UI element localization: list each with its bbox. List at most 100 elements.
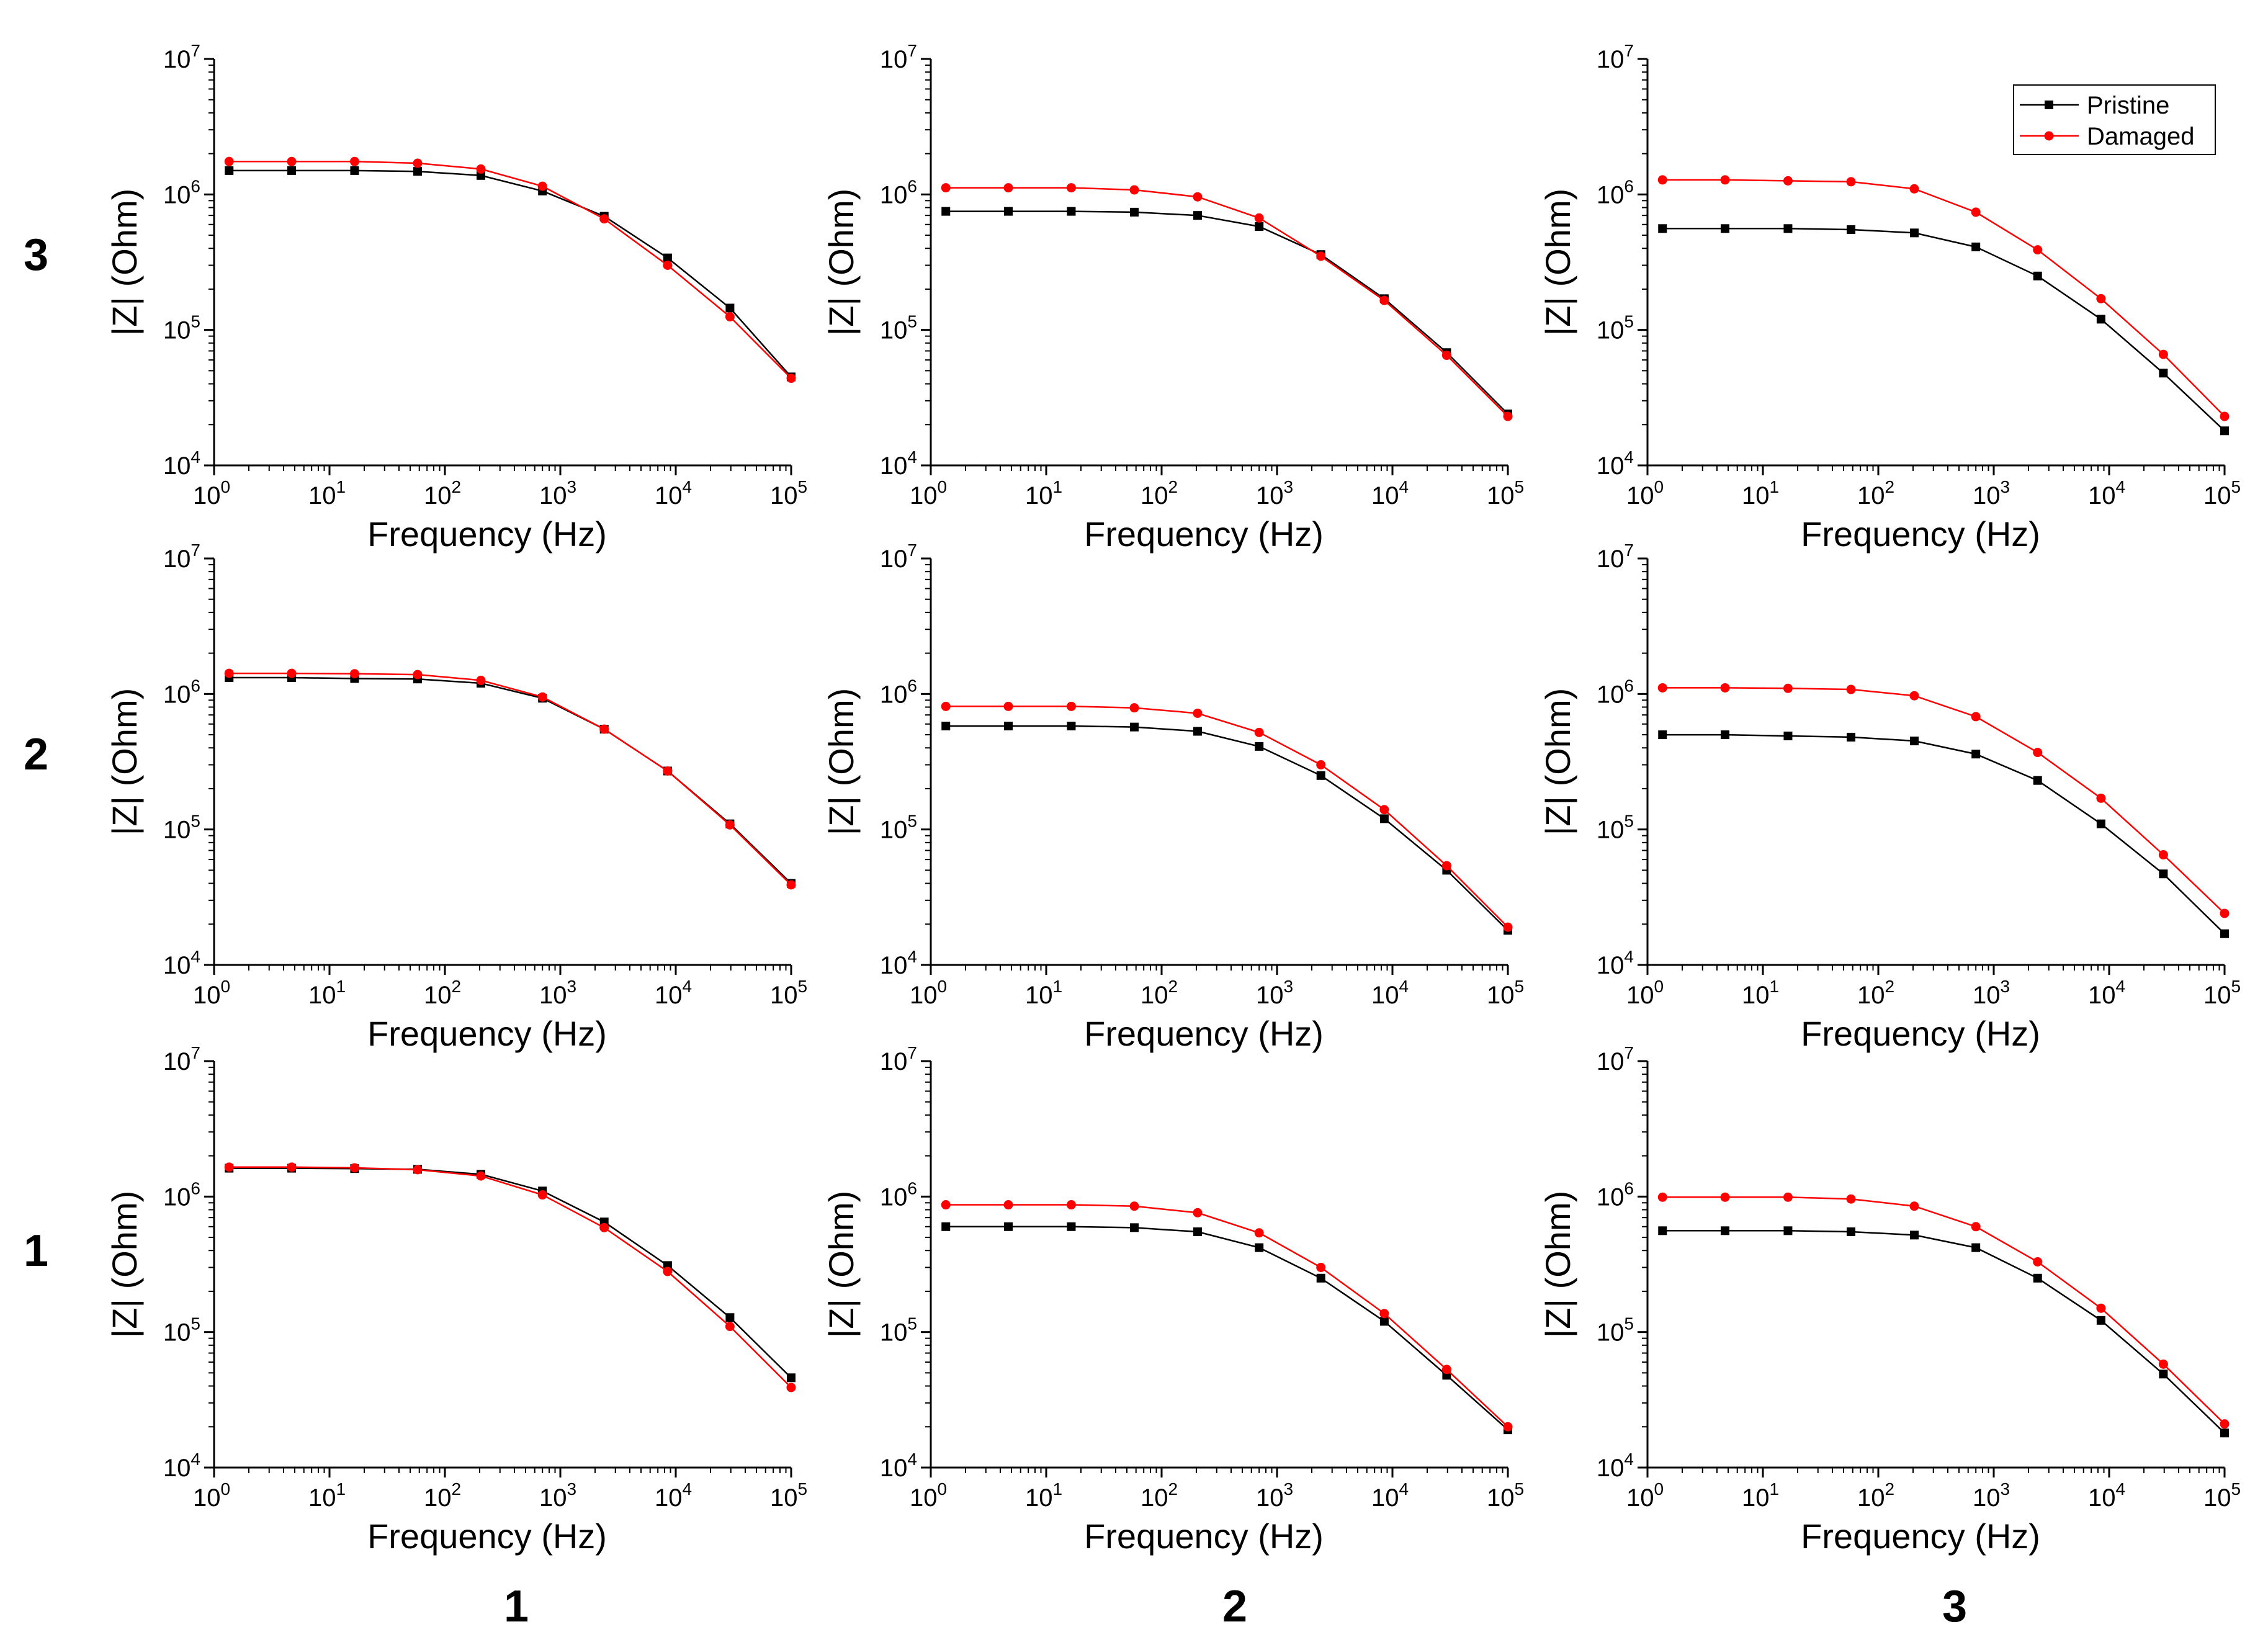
data-point-damaged — [476, 675, 486, 685]
row-label-middle: 2 — [24, 730, 49, 779]
column-label-middle: 2 — [1222, 1582, 1248, 1631]
data-point-pristine — [1971, 1243, 1981, 1252]
series-line-damaged — [229, 672, 792, 886]
y-tick-label: 106 — [1597, 676, 1634, 708]
y-tick-label: 106 — [880, 176, 917, 208]
panel-r2c2: 100 101 102 103 104 105 104 105 106 107 Frequency … — [822, 540, 1524, 1053]
data-point-damaged — [2158, 349, 2168, 359]
data-point-damaged — [1657, 1192, 1667, 1202]
x-tick-label: 103 — [539, 1479, 576, 1512]
series-line-damaged — [1662, 687, 2225, 914]
y-tick-label: 107 — [163, 41, 200, 73]
data-point-damaged — [725, 312, 735, 322]
data-point-damaged — [941, 183, 951, 193]
x-tick-label: 103 — [539, 977, 576, 1009]
data-point-damaged — [224, 668, 234, 678]
x-axis-title: Frequency (Hz) — [1801, 514, 2040, 554]
data-point-pristine — [941, 721, 951, 730]
data-point-pristine — [1846, 732, 1855, 742]
x-tick-label: 101 — [1742, 977, 1779, 1009]
data-point-pristine — [1658, 1226, 1667, 1235]
y-tick-label: 106 — [880, 676, 917, 708]
data-point-damaged — [1129, 703, 1139, 713]
data-point-damaged — [287, 156, 297, 166]
data-point-damaged — [1441, 1365, 1451, 1374]
data-point-damaged — [786, 1383, 796, 1392]
data-point-damaged — [1193, 192, 1203, 202]
x-axis-title: Frequency (Hz) — [1084, 1014, 1324, 1053]
x-tick-label: 102 — [424, 477, 461, 509]
data-point-pristine — [1193, 1227, 1202, 1237]
data-point-damaged — [1971, 207, 1981, 217]
x-tick-label: 103 — [1973, 977, 2010, 1009]
y-tick-label: 104 — [163, 1450, 200, 1482]
data-point-damaged — [941, 1200, 951, 1210]
data-point-damaged — [725, 1322, 735, 1332]
data-point-pristine — [1316, 771, 1325, 780]
series-line-damaged — [229, 1166, 792, 1388]
data-point-damaged — [537, 181, 547, 191]
data-point-pristine — [2220, 1428, 2229, 1438]
y-tick-label: 106 — [163, 176, 200, 208]
data-point-pristine — [2220, 929, 2229, 938]
data-point-damaged — [1003, 1200, 1013, 1210]
y-axis-title: |Z| (Ohm) — [1538, 189, 1577, 336]
data-point-damaged — [287, 1162, 297, 1172]
series-line-pristine — [229, 169, 792, 378]
data-point-damaged — [1254, 213, 1264, 223]
data-point-pristine — [1129, 1223, 1139, 1232]
y-tick-label: 104 — [1597, 447, 1634, 480]
data-point-pristine — [2220, 426, 2229, 436]
x-tick-label: 102 — [424, 1479, 461, 1512]
data-point-damaged — [599, 724, 609, 734]
data-point-pristine — [1846, 1227, 1855, 1237]
data-point-pristine — [1846, 225, 1855, 235]
data-point-damaged — [1066, 183, 1076, 193]
data-point-damaged — [1720, 683, 1730, 693]
data-point-pristine — [1379, 814, 1389, 823]
y-axis-title: |Z| (Ohm) — [1538, 1191, 1577, 1338]
series-line-damaged — [229, 161, 792, 379]
data-point-pristine — [1909, 228, 1919, 238]
data-point-damaged — [476, 1171, 486, 1181]
data-point-pristine — [1193, 727, 1202, 736]
data-point-pristine — [1067, 721, 1076, 730]
data-point-damaged — [786, 880, 796, 890]
x-tick-label: 105 — [2203, 477, 2241, 509]
data-point-pristine — [350, 166, 359, 175]
series-line-pristine — [229, 1167, 792, 1379]
y-tick-label: 105 — [163, 812, 200, 844]
data-point-pristine — [2159, 1370, 2168, 1379]
x-tick-label: 103 — [1973, 477, 2010, 509]
data-point-damaged — [1379, 295, 1389, 305]
panel-r1c1: 100 101 102 103 104 105 104 105 106 107 Frequency … — [105, 1043, 807, 1556]
data-point-damaged — [2158, 1359, 2168, 1369]
data-point-damaged — [1254, 1228, 1264, 1238]
y-axis-title: |Z| (Ohm) — [1538, 688, 1577, 836]
y-tick-label: 105 — [880, 312, 917, 344]
data-point-pristine — [2159, 869, 2168, 879]
data-point-damaged — [2220, 411, 2230, 421]
panel-r1c3: 100 101 102 103 104 105 104 105 106 107 Frequency … — [1538, 1043, 2241, 1556]
x-axis-title: Frequency (Hz) — [1801, 1014, 2040, 1053]
y-axis-title: |Z| (Ohm) — [822, 688, 861, 836]
series-line-pristine — [946, 1226, 1508, 1431]
data-point-pristine — [725, 303, 735, 313]
panel-r3c2: 100 101 102 103 104 105 104 105 106 107 Frequency … — [822, 41, 1524, 554]
series-line-damaged — [1662, 179, 2225, 417]
data-point-pristine — [1658, 224, 1667, 233]
series-line-pristine — [946, 210, 1508, 415]
data-point-damaged — [2158, 850, 2168, 860]
series-line-pristine — [1662, 733, 2225, 935]
y-tick-label: 106 — [163, 676, 200, 708]
data-point-damaged — [413, 158, 423, 168]
data-point-damaged — [1909, 1201, 1919, 1211]
column-label-right: 3 — [1942, 1582, 1968, 1631]
data-point-pristine — [941, 207, 951, 216]
series-line-pristine — [1662, 228, 2225, 432]
x-tick-label: 102 — [1857, 977, 1894, 1009]
x-tick-label: 101 — [308, 1479, 346, 1512]
data-point-pristine — [1067, 207, 1076, 216]
legend-label-pristine: Pristine — [2087, 92, 2169, 119]
y-tick-label: 105 — [880, 812, 917, 844]
